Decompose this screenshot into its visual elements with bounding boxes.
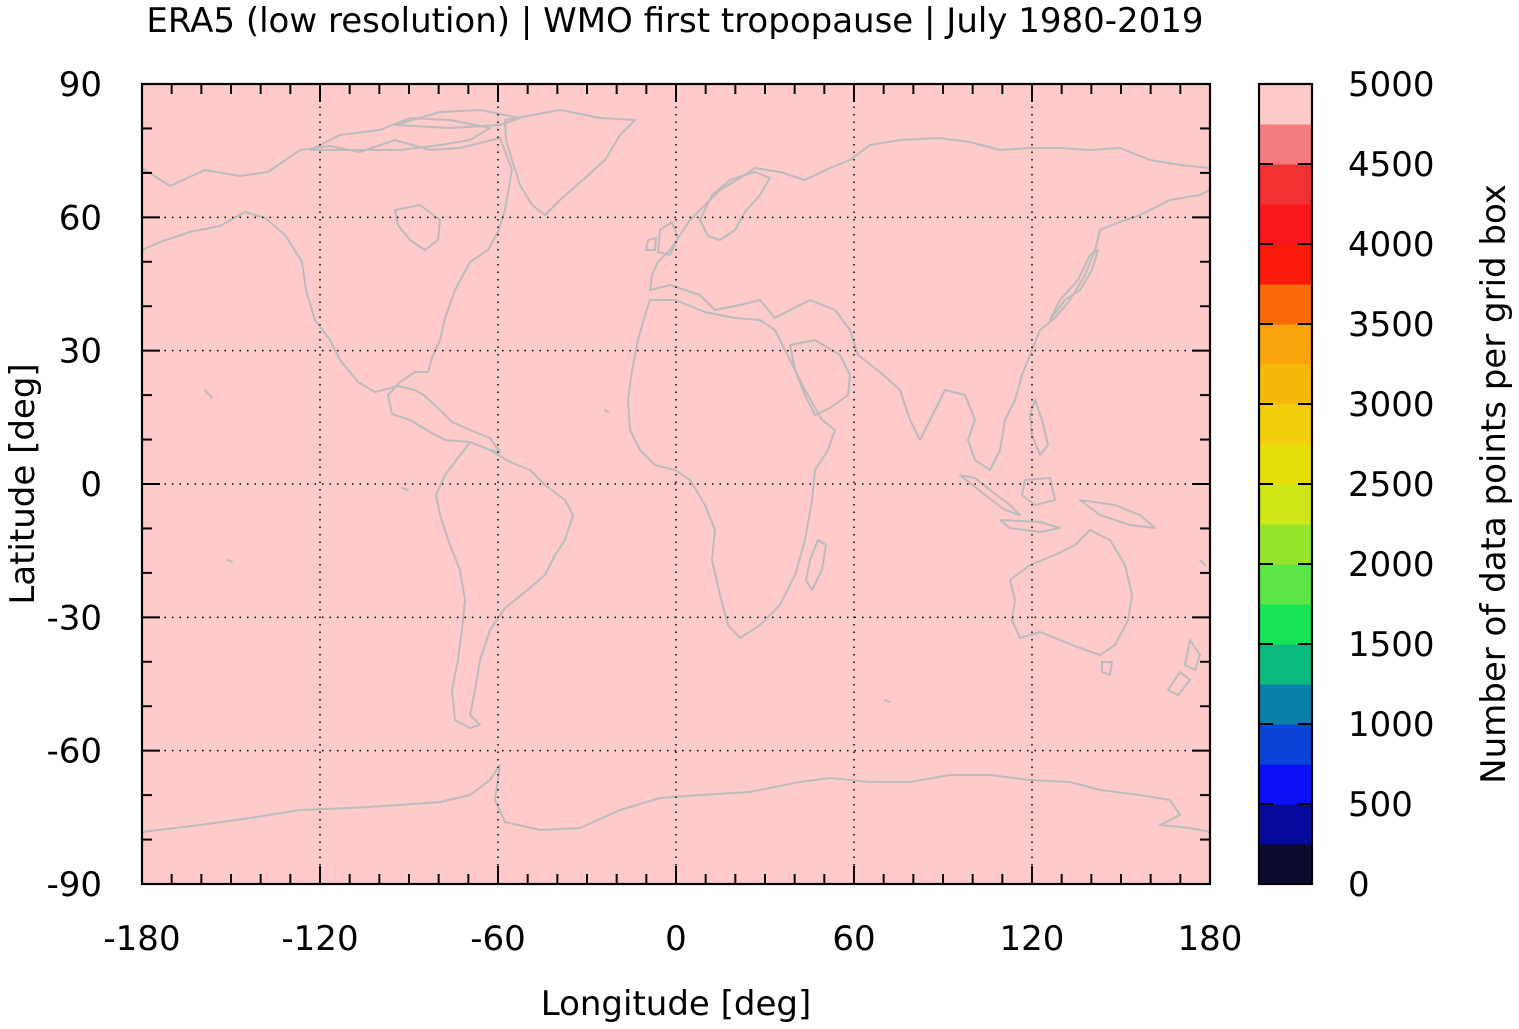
colorbar-band bbox=[1259, 564, 1312, 605]
colorbar-band bbox=[1259, 644, 1312, 685]
colorbar-band bbox=[1259, 524, 1312, 565]
x-tick-label: -60 bbox=[470, 919, 526, 959]
x-axis-label: Longitude [deg] bbox=[541, 984, 812, 1024]
y-tick-label: -30 bbox=[46, 598, 102, 638]
x-tick-labels: -180 -120 -60 0 60 120 180 bbox=[103, 919, 1242, 959]
colorbar: 0 500 1000 1500 2000 2500 3000 3500 4000 4500 5000… bbox=[1257, 65, 1514, 905]
y-tick-label: -60 bbox=[46, 732, 102, 772]
y-tick-label: 60 bbox=[59, 198, 102, 238]
x-minor-ticks bbox=[170, 84, 1182, 884]
chart-title: ERA5 (low resolution) | WMO first tropop… bbox=[146, 1, 1203, 41]
y-minor-ticks bbox=[142, 127, 1210, 841]
coastline-pacific-islands bbox=[204, 389, 1206, 703]
plot-frame bbox=[140, 82, 1212, 886]
colorbar-band bbox=[1259, 804, 1312, 845]
y-tick-labels: 90 60 30 0 -30 -60 -90 bbox=[46, 65, 102, 905]
coastline-antarctica bbox=[141, 764, 1211, 833]
coastline-hudson-bay bbox=[394, 204, 441, 251]
coastline-new-zealand bbox=[1167, 639, 1201, 696]
coastline-eurasia bbox=[649, 137, 1211, 471]
y-axis-label: Latitude [deg] bbox=[3, 363, 43, 604]
colorbar-tick-label: 500 bbox=[1348, 785, 1413, 825]
y-tick-label: 0 bbox=[80, 465, 102, 505]
colorbar-tick-label: 0 bbox=[1348, 865, 1370, 905]
colorbar-bands bbox=[1259, 84, 1312, 885]
coastline-australia bbox=[1009, 529, 1133, 656]
x-tick-label: 120 bbox=[1000, 919, 1065, 959]
colorbar-ticks bbox=[1259, 83, 1312, 885]
coastline-layer bbox=[141, 109, 1211, 833]
colorbar-band bbox=[1259, 204, 1312, 245]
coastline-philippines bbox=[1029, 399, 1049, 456]
x-tick-label: 60 bbox=[832, 919, 875, 959]
colorbar-label: Number of data points per grid box bbox=[1474, 184, 1514, 784]
x-tick-label: 180 bbox=[1178, 919, 1243, 959]
colorbar-band bbox=[1259, 284, 1312, 325]
colorbar-band bbox=[1259, 484, 1312, 525]
coastline-scandinavia bbox=[699, 171, 771, 241]
coastline-arabia bbox=[789, 339, 851, 416]
colorbar-tick-label: 2500 bbox=[1348, 465, 1435, 505]
colorbar-band bbox=[1259, 404, 1312, 445]
colorbar-band bbox=[1259, 724, 1312, 765]
grid-lines bbox=[142, 84, 1210, 884]
colorbar-band bbox=[1259, 84, 1312, 125]
colorbar-tick-label: 2000 bbox=[1348, 545, 1435, 585]
colorbar-tick-label: 5000 bbox=[1348, 65, 1435, 105]
colorbar-tick-label: 4000 bbox=[1348, 225, 1435, 265]
colorbar-band bbox=[1259, 764, 1312, 805]
coastline-tasmania bbox=[1101, 661, 1113, 676]
coastline-indonesia bbox=[959, 474, 1156, 533]
colorbar-band bbox=[1259, 124, 1312, 165]
y-tick-label: -90 bbox=[46, 865, 102, 905]
colorbar-tick-labels: 0 500 1000 1500 2000 2500 3000 3500 4000 4500 5000 bbox=[1348, 65, 1435, 905]
y-tick-label: 90 bbox=[59, 65, 102, 105]
colorbar-band bbox=[1259, 244, 1312, 285]
colorbar-tick-label: 3500 bbox=[1348, 305, 1435, 345]
colorbar-frame bbox=[1257, 82, 1314, 886]
coastline-british-isles bbox=[645, 221, 679, 256]
colorbar-band bbox=[1259, 164, 1312, 205]
colorbar-tick-label: 4500 bbox=[1348, 145, 1435, 185]
coastline-south-america bbox=[435, 441, 574, 729]
colorbar-band bbox=[1259, 684, 1312, 725]
y-tick-label: 30 bbox=[59, 332, 102, 372]
x-tick-label: -180 bbox=[103, 919, 180, 959]
coastline-north-america bbox=[141, 137, 513, 453]
coastline-japan bbox=[1049, 249, 1099, 321]
colorbar-tick-label: 3000 bbox=[1348, 385, 1435, 425]
coastline-africa bbox=[627, 299, 836, 639]
colorbar-band bbox=[1259, 364, 1312, 405]
colorbar-band bbox=[1259, 444, 1312, 485]
coastline-madagascar bbox=[805, 539, 827, 591]
colorbar-tick-label: 1000 bbox=[1348, 705, 1435, 745]
x-tick-label: 0 bbox=[665, 919, 687, 959]
map-area bbox=[140, 82, 1212, 886]
colorbar-band bbox=[1259, 324, 1312, 365]
coastline-greenland bbox=[504, 109, 636, 216]
colorbar-band bbox=[1259, 604, 1312, 645]
x-tick-label: -120 bbox=[281, 919, 358, 959]
colorbar-band bbox=[1259, 844, 1312, 885]
colorbar-tick-label: 1500 bbox=[1348, 625, 1435, 665]
